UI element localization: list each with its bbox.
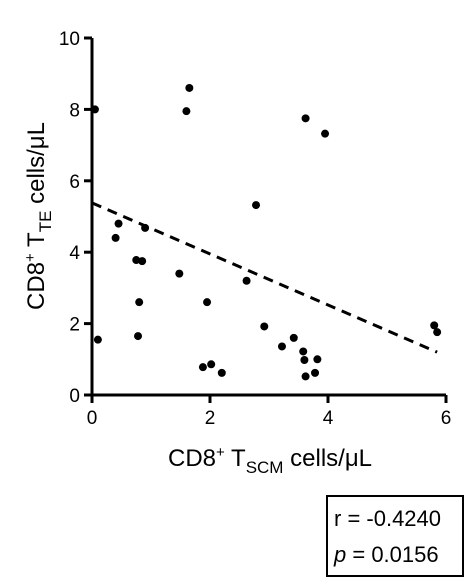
p-value: p = 0.0156 <box>334 537 462 573</box>
data-point <box>132 256 141 265</box>
data-point <box>313 355 322 364</box>
data-point <box>198 363 207 372</box>
data-point <box>182 107 191 116</box>
data-point <box>217 368 226 377</box>
x-tick-label: 6 <box>441 408 452 429</box>
data-point <box>260 322 269 331</box>
stats-box: r = -0.4240 p = 0.0156 <box>326 495 464 577</box>
data-point <box>301 114 310 123</box>
y-axis-title: CD8+ TTE cells/μL <box>22 122 55 310</box>
x-axis-title: CD8+ TSCM cells/μL <box>168 444 372 477</box>
axes: 0 2 4 6 8 10 0 2 4 6 <box>59 29 451 429</box>
y-tick-label: 6 <box>69 172 80 193</box>
data-point <box>114 219 123 228</box>
data-point <box>300 356 309 365</box>
y-tick-label: 10 <box>59 29 80 50</box>
data-point <box>321 129 330 138</box>
data-point <box>277 342 286 351</box>
y-tick-label: 8 <box>69 100 80 121</box>
data-point <box>203 298 212 307</box>
data-point <box>311 368 320 377</box>
trend-line-group <box>91 201 438 354</box>
y-tick-label: 0 <box>69 386 80 407</box>
data-point <box>90 105 99 114</box>
data-point <box>135 298 144 307</box>
y-tick-label: 2 <box>69 315 80 336</box>
data-point <box>433 328 442 337</box>
data-point <box>299 347 308 356</box>
data-point <box>138 257 147 266</box>
data-point <box>430 321 439 330</box>
data-point <box>207 360 216 369</box>
data-point <box>185 83 194 92</box>
data-point <box>93 335 102 344</box>
r-value: r = -0.4240 <box>334 506 442 531</box>
x-tick-label: 2 <box>205 408 216 429</box>
p-symbol: p <box>334 542 347 567</box>
data-points <box>90 83 442 381</box>
data-point <box>289 333 298 342</box>
data-point <box>141 223 150 232</box>
x-tick-label: 0 <box>87 408 98 429</box>
data-point <box>242 276 251 285</box>
p-value-text: = 0.0156 <box>346 542 439 567</box>
x-tick-label: 4 <box>323 408 334 429</box>
data-point <box>301 372 310 381</box>
data-point <box>175 269 184 278</box>
trend-line <box>91 201 438 354</box>
data-point <box>252 201 261 210</box>
data-point <box>111 233 120 242</box>
data-point <box>134 332 143 341</box>
y-tick-label: 4 <box>69 243 80 264</box>
